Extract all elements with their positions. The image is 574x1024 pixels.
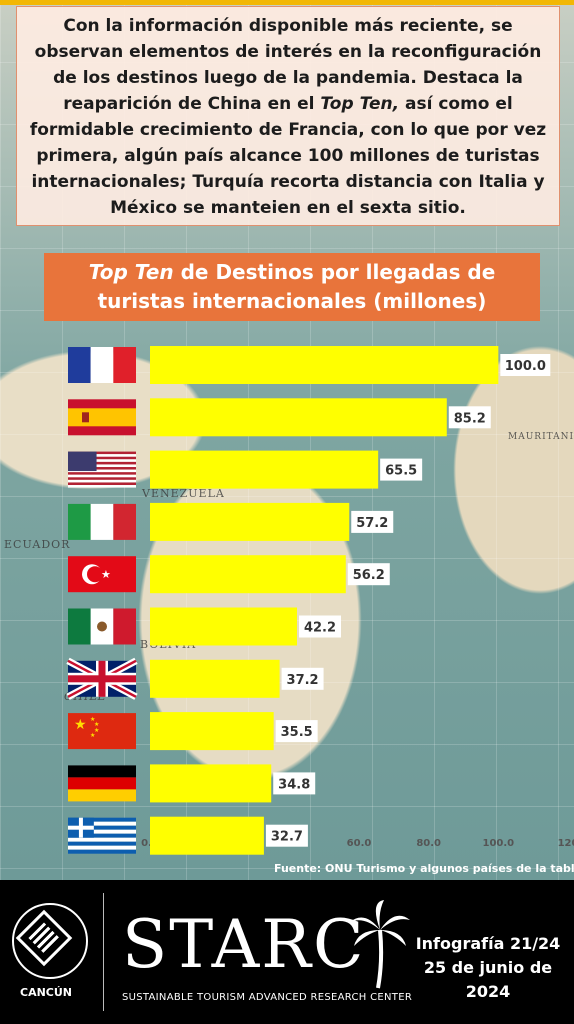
- spain-flag-icon: [68, 399, 136, 436]
- university-seal-icon: [12, 903, 88, 979]
- data-label-bg: [265, 824, 308, 847]
- greece-flag-icon: [68, 817, 136, 854]
- data-label: 65.5: [385, 464, 417, 479]
- footer-divider: [103, 893, 104, 1011]
- data-label: 32.7: [271, 830, 303, 845]
- data-label: 37.2: [287, 673, 319, 688]
- data-label-bg: [380, 458, 423, 481]
- france-flag-icon: [68, 347, 136, 383]
- svg-text:★: ★: [101, 568, 111, 581]
- usa-flag-icon: [68, 451, 136, 488]
- bar-chart: 0.020.040.060.080.0100.0120100.085.265.5…: [66, 346, 574, 855]
- data-label-bg: [500, 354, 551, 376]
- bar: [150, 502, 350, 541]
- bar: [150, 816, 264, 855]
- data-label: 34.8: [278, 777, 310, 792]
- svg-text:★: ★: [90, 716, 95, 723]
- map-label-ecuador: ECUADOR: [4, 538, 71, 551]
- x-tick-label: 60.0: [347, 838, 372, 849]
- chart-title-rest: de Destinos por llegadas de turistas int…: [97, 260, 496, 313]
- bar: [150, 712, 274, 751]
- x-tick-label: 120: [558, 838, 574, 849]
- germany-flag-icon: [68, 765, 136, 802]
- svg-text:★: ★: [90, 732, 95, 739]
- uk-flag-icon: [66, 657, 138, 700]
- brand-logo: STARC: [122, 906, 366, 983]
- svg-text:★: ★: [74, 717, 87, 733]
- svg-text:★: ★: [94, 721, 99, 728]
- chart-title: Top Ten de Destinos por llegadas de turi…: [44, 253, 540, 321]
- mexico-flag-icon: [68, 608, 136, 645]
- campus-label: CANCÚN: [20, 986, 73, 999]
- intro-text-emphasis: Top Ten,: [320, 94, 400, 114]
- intro-text-box: Con la información disponible más recien…: [16, 6, 560, 226]
- data-label: 57.2: [356, 516, 388, 531]
- china-flag-icon: ★ ★★★★: [68, 713, 136, 750]
- infographic-number: Infografía 21/24: [415, 934, 561, 953]
- data-label-bg: [448, 406, 491, 429]
- data-label-bg: [275, 720, 318, 743]
- data-label: 35.5: [281, 725, 313, 740]
- bar: [150, 607, 297, 646]
- bar: [150, 450, 379, 489]
- bar: [150, 346, 499, 384]
- data-label-bg: [298, 615, 341, 638]
- x-tick-label: 100.0: [483, 838, 515, 849]
- intro-text-part1: Con la información disponible más recien…: [34, 16, 542, 114]
- map-label-venezuela: VENEZUELA: [142, 487, 225, 500]
- chart-title-emphasis: Top Ten: [88, 260, 174, 284]
- data-label-bg: [351, 510, 394, 533]
- brand-tagline: SUSTAINABLE TOURISM ADVANCED RESEARCH CE…: [122, 992, 413, 1003]
- infographic-info: Infografía 21/24 25 de junio de 2024: [408, 932, 568, 1004]
- turkey-flag-icon: ★: [68, 556, 136, 593]
- bar: [150, 764, 272, 803]
- data-label-bg: [347, 563, 390, 586]
- infographic-date: 25 de junio de 2024: [423, 958, 553, 1001]
- palm-tree-icon: [350, 900, 410, 989]
- x-tick-label: 80.0: [416, 838, 441, 849]
- data-label: 100.0: [505, 359, 546, 374]
- map-label-mauritania: MAURITANIA: [508, 432, 574, 442]
- top-accent-bar: [0, 0, 574, 5]
- footer: [0, 880, 574, 1024]
- data-label: 42.2: [304, 621, 336, 636]
- source-note: Fuente: ONU Turismo y algunos países de …: [274, 862, 574, 875]
- data-label-bg: [273, 772, 316, 795]
- italy-flag-icon: [68, 503, 136, 540]
- bar: [150, 555, 346, 594]
- data-label: 85.2: [454, 411, 486, 426]
- svg-text:★: ★: [94, 727, 99, 734]
- bar: [150, 398, 447, 437]
- data-label-bg: [281, 667, 324, 690]
- intro-text-part2: así como el formidable crecimiento de Fr…: [29, 94, 547, 218]
- data-label: 56.2: [353, 568, 385, 583]
- bar: [150, 659, 280, 698]
